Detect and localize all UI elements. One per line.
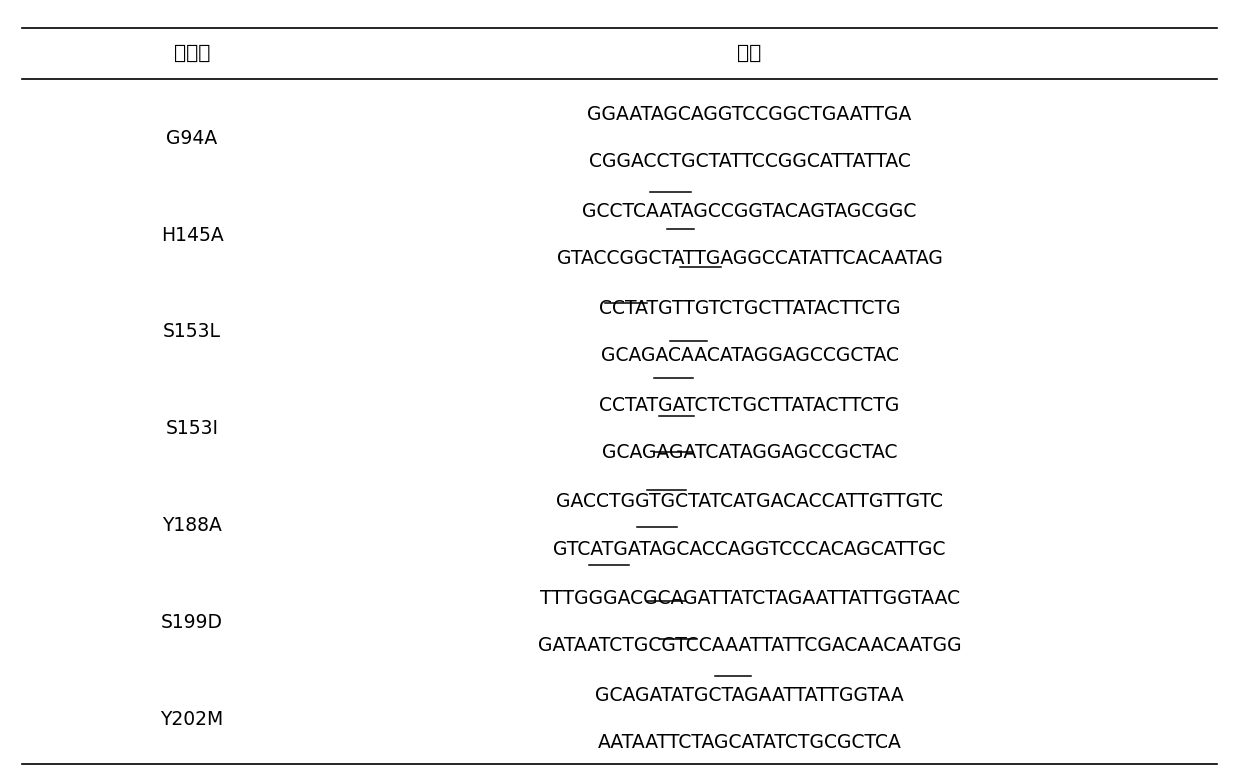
Text: AATAATTCTAGCATATCTGCGCTCA: AATAATTCTAGCATATCTGCGCTCA (597, 733, 902, 752)
Text: 引物: 引物 (737, 44, 762, 62)
Text: Y188A: Y188A (162, 516, 222, 535)
Text: GGAATAGCAGGTCCGGCTGAATTGA: GGAATAGCAGGTCCGGCTGAATTGA (587, 105, 912, 124)
Text: GTCATGATAGCACCAGGTCCCACAGCATTGC: GTCATGATAGCACCAGGTCCCACAGCATTGC (554, 540, 945, 559)
Text: GCCTCAATAGCCGGTACAGTAGCGGC: GCCTCAATAGCCGGTACAGTAGCGGC (582, 202, 917, 221)
Text: GCAGATATGCTAGAATTATTGGTAA: GCAGATATGCTAGAATTATTGGTAA (595, 686, 904, 705)
Text: GATAATCTGCGTCCAAATTATTCGACAACAATGG: GATAATCTGCGTCCAAATTATTCGACAACAATGG (538, 636, 961, 655)
Text: GCAGACAACATAGGAGCCGCTAC: GCAGACAACATAGGAGCCGCTAC (601, 346, 898, 365)
Text: S153L: S153L (164, 322, 221, 342)
Text: S199D: S199D (161, 613, 223, 632)
Text: CCTATGATCTCTGCTTATACTTCTG: CCTATGATCTCTGCTTATACTTCTG (600, 396, 900, 415)
Text: Y202M: Y202M (160, 710, 224, 729)
Text: GCAGAGATCATAGGAGCCGCTAC: GCAGAGATCATAGGAGCCGCTAC (602, 443, 897, 462)
Text: TTTGGGACGCAGATTATCTAGAATTATTGGTAAC: TTTGGGACGCAGATTATCTAGAATTATTGGTAAC (539, 589, 960, 608)
Text: CGGACCTGCTATTCCGGCATTATTAC: CGGACCTGCTATTCCGGCATTATTAC (589, 152, 911, 171)
Text: H145A: H145A (161, 226, 223, 244)
Text: GACCTGGTGCTATCATGACACCATTGTTGTC: GACCTGGTGCTATCATGACACCATTGTTGTC (556, 492, 943, 511)
Text: 突变体: 突变体 (173, 44, 211, 62)
Text: S153I: S153I (166, 419, 218, 438)
Text: GTACCGGCTATTGAGGCCATATTCACAATAG: GTACCGGCTATTGAGGCCATATTCACAATAG (556, 249, 943, 268)
Text: CCTATGTTGTCTGCTTATACTTCTG: CCTATGTTGTCTGCTTATACTTCTG (598, 299, 901, 318)
Text: G94A: G94A (166, 129, 218, 148)
